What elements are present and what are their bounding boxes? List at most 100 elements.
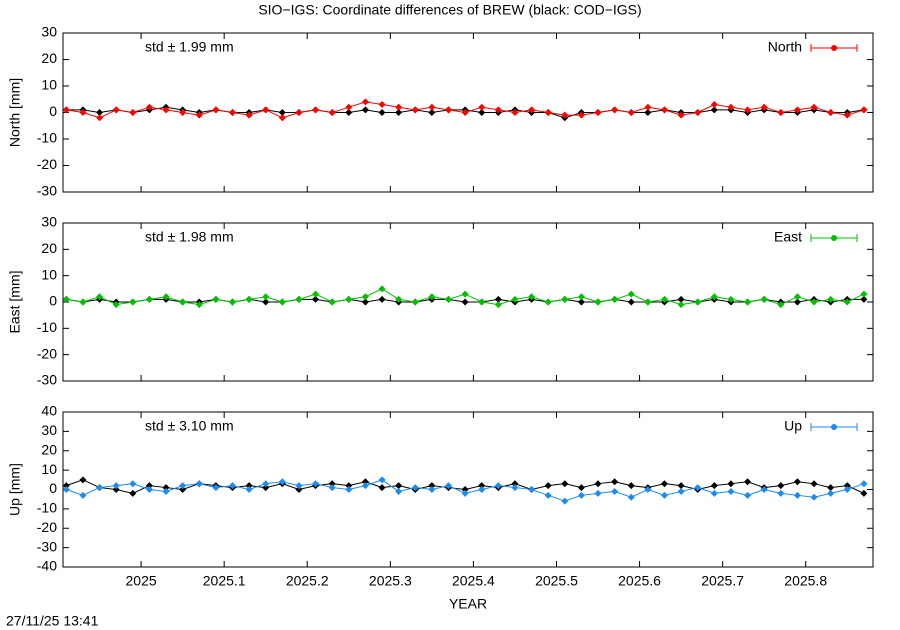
data-point — [627, 482, 635, 490]
x-tick-label: 2025.6 — [618, 573, 661, 589]
x-tick-label: 2025.7 — [701, 573, 744, 589]
y-tick-label: -30 — [37, 372, 57, 388]
legend-label: Up — [784, 418, 802, 434]
data-point — [96, 114, 104, 122]
data-point — [860, 290, 868, 298]
x-tick-label: 2025 — [126, 573, 157, 589]
data-point — [494, 482, 502, 490]
data-point — [843, 482, 851, 490]
data-point — [444, 482, 452, 490]
data-point — [378, 101, 386, 109]
data-point — [278, 109, 286, 116]
data-point — [245, 111, 253, 119]
data-point — [561, 295, 569, 303]
data-point — [777, 489, 785, 497]
data-point — [195, 480, 203, 488]
data-point — [860, 480, 868, 488]
data-point — [694, 298, 702, 306]
data-point — [827, 489, 835, 497]
data-point — [860, 106, 868, 114]
data-point — [345, 482, 353, 490]
data-point — [212, 295, 220, 303]
y-tick-label: -20 — [37, 156, 57, 172]
data-point — [677, 295, 685, 303]
data-point — [378, 285, 386, 293]
data-point — [195, 301, 203, 309]
y-tick-label: 30 — [41, 24, 57, 40]
data-point — [777, 301, 785, 309]
data-point — [461, 290, 469, 298]
data-point — [179, 482, 187, 490]
data-point — [627, 298, 635, 306]
data-point — [361, 106, 369, 114]
data-point — [627, 290, 635, 298]
data-point — [594, 298, 602, 306]
data-point — [461, 486, 469, 493]
data-point — [62, 482, 70, 490]
data-point — [793, 293, 801, 301]
data-point — [62, 106, 70, 114]
data-point — [378, 476, 386, 484]
data-point — [810, 103, 818, 111]
data-point — [710, 482, 718, 490]
data-point — [544, 109, 552, 116]
data-point — [345, 103, 353, 111]
data-point — [262, 293, 270, 301]
data-point — [494, 106, 502, 114]
data-point — [478, 103, 486, 111]
data-point — [361, 298, 369, 306]
data-point — [79, 298, 87, 306]
y-tick-label: -40 — [37, 558, 57, 574]
data-point — [228, 482, 236, 490]
data-point — [145, 486, 153, 493]
data-point — [793, 106, 801, 114]
data-point — [494, 295, 502, 303]
data-point — [378, 295, 386, 303]
data-point — [395, 109, 403, 116]
data-point — [644, 298, 652, 306]
y-tick-label: 30 — [41, 422, 57, 438]
data-point — [760, 486, 768, 493]
data-point — [843, 486, 851, 493]
data-point — [827, 295, 835, 303]
data-point — [361, 478, 369, 486]
legend-label: North — [768, 39, 802, 55]
y-tick-label: 20 — [41, 50, 57, 66]
data-point — [245, 486, 253, 493]
y-tick-label: 30 — [41, 214, 57, 230]
y-tick-label: -10 — [37, 500, 57, 516]
data-point — [544, 482, 552, 490]
data-point — [727, 480, 735, 488]
x-tick-label: 2025.3 — [369, 573, 412, 589]
data-point — [428, 293, 436, 301]
data-point — [694, 109, 702, 116]
data-point — [810, 480, 818, 488]
data-point — [810, 298, 818, 306]
data-point — [511, 484, 519, 492]
data-point — [345, 295, 353, 303]
y-tick-label: 10 — [41, 77, 57, 93]
data-point — [395, 482, 403, 490]
data-point — [179, 109, 187, 116]
data-point — [312, 106, 320, 114]
timestamp: 27/11/25 13:41 — [6, 613, 99, 629]
legend-swatch — [831, 45, 837, 51]
data-point — [262, 106, 270, 114]
data-point — [112, 482, 120, 490]
data-point — [245, 295, 253, 303]
data-point — [660, 106, 668, 114]
x-tick-label: 2025.1 — [203, 573, 246, 589]
data-point — [827, 109, 835, 116]
data-point — [528, 106, 536, 114]
y-axis-label: North [mm] — [7, 78, 23, 147]
data-point — [594, 109, 602, 116]
data-point — [727, 103, 735, 111]
data-point — [444, 106, 452, 114]
y-tick-label: 40 — [41, 403, 57, 419]
data-point — [295, 486, 303, 493]
data-point — [478, 109, 486, 116]
data-point — [810, 493, 818, 501]
data-point — [660, 480, 668, 488]
data-point — [145, 482, 153, 490]
data-point — [328, 484, 336, 492]
